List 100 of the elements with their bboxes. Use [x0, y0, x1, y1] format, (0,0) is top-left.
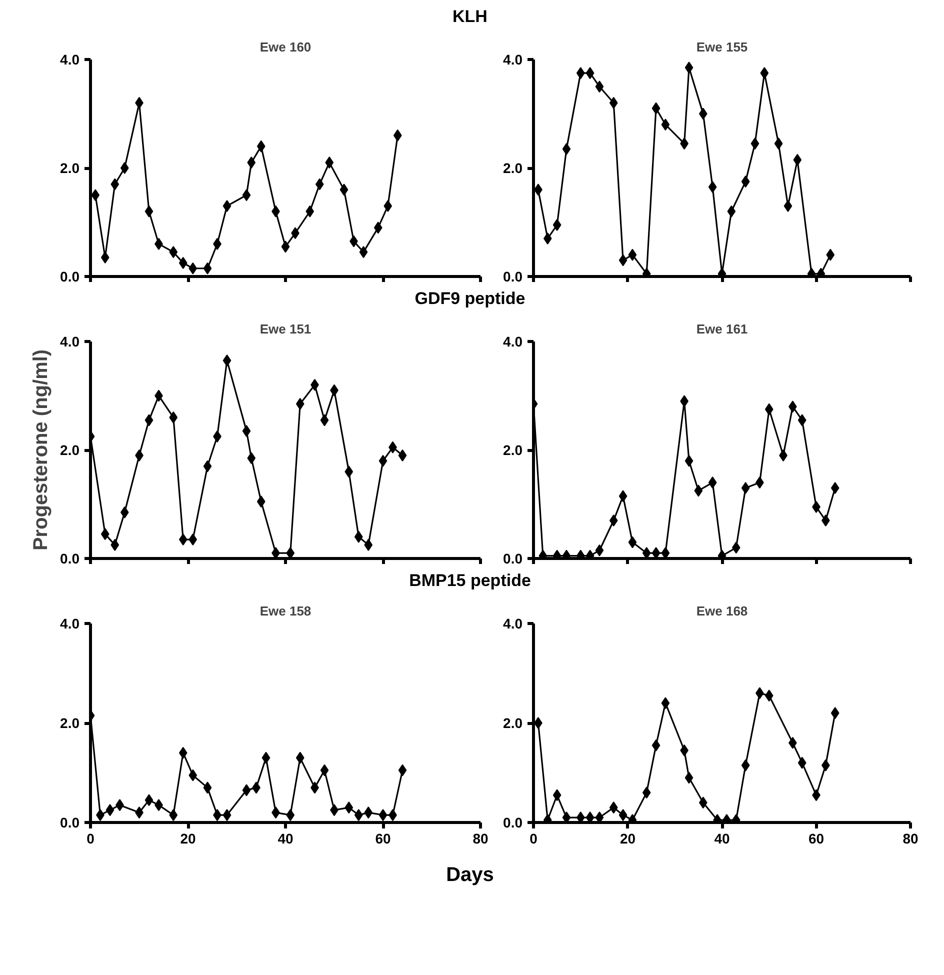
point — [562, 143, 571, 156]
chart-title: Ewe 158 — [260, 604, 312, 618]
point — [586, 812, 594, 822]
point — [144, 414, 154, 426]
point — [281, 240, 290, 253]
point — [534, 717, 542, 729]
point — [732, 542, 740, 554]
y-tick-label: 2.0 — [60, 442, 80, 458]
point — [120, 506, 129, 518]
point — [576, 812, 585, 822]
point — [741, 482, 750, 494]
point — [684, 454, 694, 467]
point — [340, 184, 348, 196]
point — [393, 129, 402, 142]
y-axis-title: Progesterone (ng/ml) — [30, 349, 52, 551]
point — [741, 176, 750, 188]
point — [144, 205, 154, 218]
y-tick-label: 4.0 — [60, 616, 80, 632]
x-tick-label: 60 — [375, 830, 391, 846]
point — [764, 403, 774, 416]
y-tick-label: 0.0 — [503, 550, 523, 566]
text: GDF9 peptide — [414, 288, 526, 310]
point — [595, 812, 604, 822]
point — [698, 108, 708, 120]
point — [203, 782, 212, 794]
point — [100, 528, 110, 540]
point — [188, 769, 198, 782]
point — [618, 809, 628, 822]
point — [652, 102, 660, 114]
point — [354, 809, 363, 822]
y-tick-label: 2.0 — [60, 715, 80, 731]
point — [694, 484, 703, 497]
point — [708, 476, 717, 489]
y-tick-label: 4.0 — [60, 52, 80, 68]
point — [698, 796, 708, 809]
point — [242, 425, 251, 438]
point — [203, 262, 212, 274]
chart-title: Ewe 160 — [260, 40, 312, 54]
point — [354, 530, 363, 543]
point — [543, 232, 552, 245]
point — [708, 180, 717, 193]
point — [609, 96, 618, 109]
point — [320, 764, 329, 776]
point — [178, 534, 188, 546]
point — [628, 248, 637, 261]
y-tick-label: 4.0 — [503, 52, 523, 68]
point — [760, 67, 769, 80]
point — [110, 538, 120, 551]
point — [552, 218, 562, 231]
text: BMP15 peptide — [409, 570, 531, 592]
point — [552, 789, 562, 802]
point — [320, 414, 329, 426]
x-tick-label: 20 — [620, 830, 636, 846]
point — [830, 482, 840, 494]
point — [222, 200, 232, 212]
point — [684, 772, 694, 784]
point — [586, 67, 594, 80]
point — [595, 544, 604, 556]
point — [120, 162, 129, 174]
chart-title: Ewe 168 — [696, 604, 748, 618]
point — [325, 156, 334, 169]
point — [256, 496, 266, 508]
point — [247, 156, 256, 169]
point — [618, 490, 628, 502]
point — [684, 62, 694, 74]
point — [661, 697, 670, 710]
point — [100, 252, 110, 264]
point — [169, 809, 178, 822]
point — [178, 256, 188, 269]
point — [188, 262, 198, 274]
point — [222, 354, 232, 366]
y-tick-label: 0.0 — [60, 814, 80, 830]
point — [222, 809, 232, 822]
point — [609, 514, 618, 527]
point — [344, 466, 354, 478]
point — [178, 746, 188, 759]
x-tick-label: 20 — [180, 830, 196, 846]
point — [364, 806, 373, 819]
point — [203, 460, 212, 472]
point — [110, 178, 120, 190]
point — [398, 764, 407, 776]
y-tick-label: 4.0 — [503, 616, 523, 632]
point — [384, 200, 392, 212]
point — [727, 205, 736, 218]
x-tick-label: 40 — [714, 830, 730, 846]
point — [242, 189, 251, 202]
point — [642, 786, 651, 799]
point — [296, 752, 304, 764]
point — [188, 534, 198, 546]
point — [378, 809, 388, 822]
point — [798, 756, 806, 769]
y-tick-label: 4.0 — [60, 334, 80, 350]
point — [576, 67, 585, 80]
point — [741, 759, 750, 772]
point — [642, 547, 651, 558]
point — [764, 690, 774, 702]
point — [774, 138, 783, 150]
point — [826, 248, 835, 261]
point — [398, 449, 407, 462]
point — [296, 398, 304, 410]
